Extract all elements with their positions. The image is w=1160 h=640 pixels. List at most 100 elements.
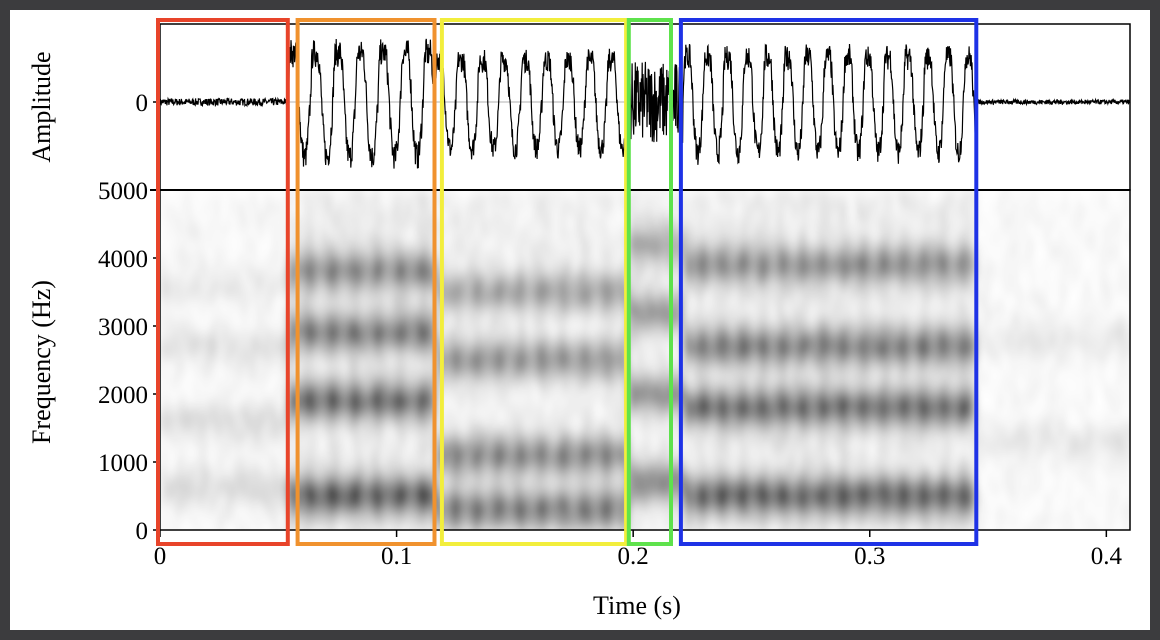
spectrogram-cell (492, 470, 497, 479)
spectrogram-cell (320, 422, 325, 431)
spectrogram-cell (552, 246, 557, 255)
spectrogram-cell (340, 254, 345, 263)
spectrogram-cell (424, 438, 429, 447)
spectrogram-cell (496, 190, 501, 199)
spectrogram-cell (536, 318, 541, 327)
spectrogram-cell (476, 366, 481, 375)
spectrogram-cell (332, 366, 337, 375)
spectrogram-cell (272, 358, 277, 367)
spectrogram-cell (520, 430, 525, 439)
spectrogram-cell (196, 422, 201, 431)
spectrogram-cell (196, 198, 201, 207)
spectrogram-cell (508, 398, 513, 407)
spectrogram-cell (508, 446, 513, 455)
spectrogram-cell (348, 454, 353, 463)
spectrogram-cell (264, 478, 269, 487)
spectrogram-cell (464, 390, 469, 399)
spectrogram-cell (592, 366, 597, 375)
spectrogram-cell (360, 478, 365, 487)
spectrogram-cell (204, 518, 209, 527)
spectrogram-cell (584, 294, 589, 303)
spectrogram-cell (292, 222, 297, 231)
spectrogram-cell (472, 198, 477, 207)
spectrogram-cell (168, 358, 173, 367)
spectrogram-cell (596, 342, 601, 351)
spectrogram-cell (208, 310, 213, 319)
spectrogram-cell (524, 446, 529, 455)
spectrogram-cell (604, 326, 609, 335)
spectrogram-cell (316, 214, 321, 223)
spectrogram-cell (532, 526, 537, 530)
spectrogram-cell (476, 422, 481, 431)
spectrogram-cell (240, 262, 245, 271)
spectrogram-cell (280, 326, 285, 335)
spectrogram-cell (448, 294, 453, 303)
spectrogram-cell (308, 198, 313, 207)
spectrogram-cell (408, 486, 413, 495)
spectrogram-cell (476, 246, 481, 255)
spectrogram-cell (344, 526, 349, 530)
spectrogram-cell (320, 462, 325, 471)
spectrogram-cell (372, 382, 377, 391)
spectrogram-cell (192, 302, 197, 311)
spectrogram-cell (328, 454, 333, 463)
spectrogram-cell (332, 350, 337, 359)
spectrogram-cell (612, 438, 617, 447)
spectrogram-cell (212, 254, 217, 263)
spectrogram-cell (324, 286, 329, 295)
spectrogram-cell (576, 262, 581, 271)
spectrogram-cell (492, 318, 497, 327)
spectrogram-cell (356, 278, 361, 287)
spectrogram-cell (488, 254, 493, 263)
spectrogram-cell (344, 350, 349, 359)
spectrogram-cell (548, 342, 553, 351)
spectrogram-cell (584, 206, 589, 215)
spectrogram-cell (364, 398, 369, 407)
spectrogram-cell (212, 462, 217, 471)
spectrogram-cell (512, 230, 517, 239)
spectrogram-cell (480, 334, 485, 343)
spectrogram-cell (508, 254, 513, 263)
spectrogram-cell (464, 462, 469, 471)
spectrogram-cell (572, 222, 577, 231)
spectrogram-cell (428, 438, 433, 447)
spectrogram-cell (204, 358, 209, 367)
spectrogram-cell (324, 382, 329, 391)
spectrogram-cell (524, 406, 529, 415)
spectrogram-cell (412, 222, 417, 231)
spectrogram-cell (252, 230, 257, 239)
spectrogram-cell (528, 406, 533, 415)
spectrogram-cell (364, 230, 369, 239)
spectrogram-cell (484, 398, 489, 407)
spectrogram-cell (516, 446, 521, 455)
spectrogram-cell (516, 262, 521, 271)
spectrogram-cell (372, 310, 377, 319)
spectrogram-cell (396, 518, 401, 527)
spectrogram-cell (304, 390, 309, 399)
spectrogram-cell (380, 470, 385, 479)
spectrogram-cell (424, 358, 429, 367)
spectrogram-cell (196, 246, 201, 255)
spectrogram-cell (584, 382, 589, 391)
spectrogram-cell (308, 206, 313, 215)
spectrogram-cell (456, 342, 461, 351)
spectrogram-cell (420, 502, 425, 511)
spectrogram-cell (560, 374, 565, 383)
spectrogram-cell (256, 446, 261, 455)
spectrogram-cell (360, 518, 365, 527)
spectrogram-cell (516, 382, 521, 391)
spectrogram-cell (568, 334, 573, 343)
spectrogram-cell (476, 342, 481, 351)
spectrogram-cell (168, 238, 173, 247)
spectrogram-cell (500, 398, 505, 407)
spectrogram-cell (208, 262, 213, 271)
spectrogram-cell (596, 254, 601, 263)
spectrogram-cell (280, 398, 285, 407)
spectrogram-cell (464, 262, 469, 271)
spectrogram-cell (512, 374, 517, 383)
spectrogram-cell (532, 286, 537, 295)
spectrogram-cell (236, 366, 241, 375)
spectrogram-cell (256, 334, 261, 343)
spectrogram-cell (412, 486, 417, 495)
spectrogram-cell (372, 366, 377, 375)
